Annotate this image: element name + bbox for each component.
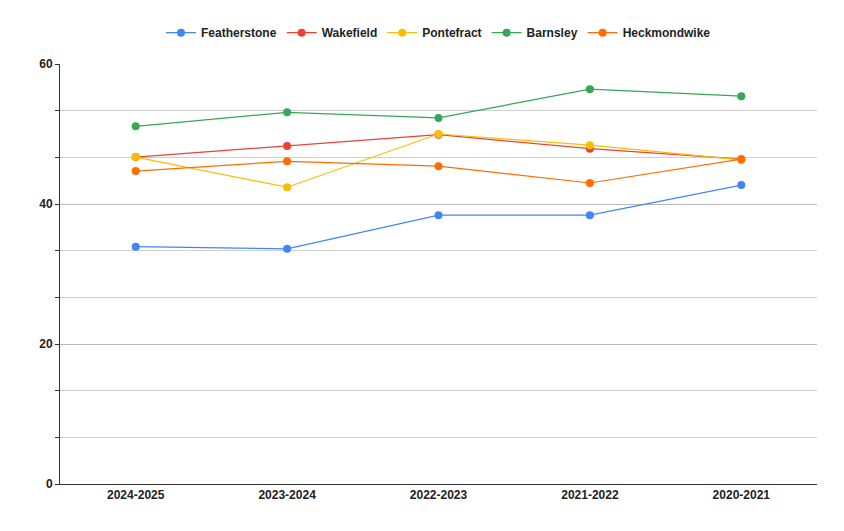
svg-text:2020-2021: 2020-2021 xyxy=(713,488,771,502)
svg-text:Barnsley: Barnsley xyxy=(527,26,578,40)
svg-text:2022-2023: 2022-2023 xyxy=(410,488,468,502)
svg-text:20: 20 xyxy=(39,337,53,351)
svg-text:Pontefract: Pontefract xyxy=(422,26,481,40)
svg-text:60: 60 xyxy=(39,57,53,71)
svg-text:Wakefield: Wakefield xyxy=(322,26,378,40)
svg-text:Featherstone: Featherstone xyxy=(201,26,277,40)
svg-text:2023-2024: 2023-2024 xyxy=(258,488,316,502)
svg-text:40: 40 xyxy=(39,197,53,211)
svg-text:2021-2022: 2021-2022 xyxy=(561,488,619,502)
svg-text:Heckmondwike: Heckmondwike xyxy=(623,26,711,40)
svg-text:0: 0 xyxy=(46,477,53,491)
svg-text:2024-2025: 2024-2025 xyxy=(107,488,165,502)
